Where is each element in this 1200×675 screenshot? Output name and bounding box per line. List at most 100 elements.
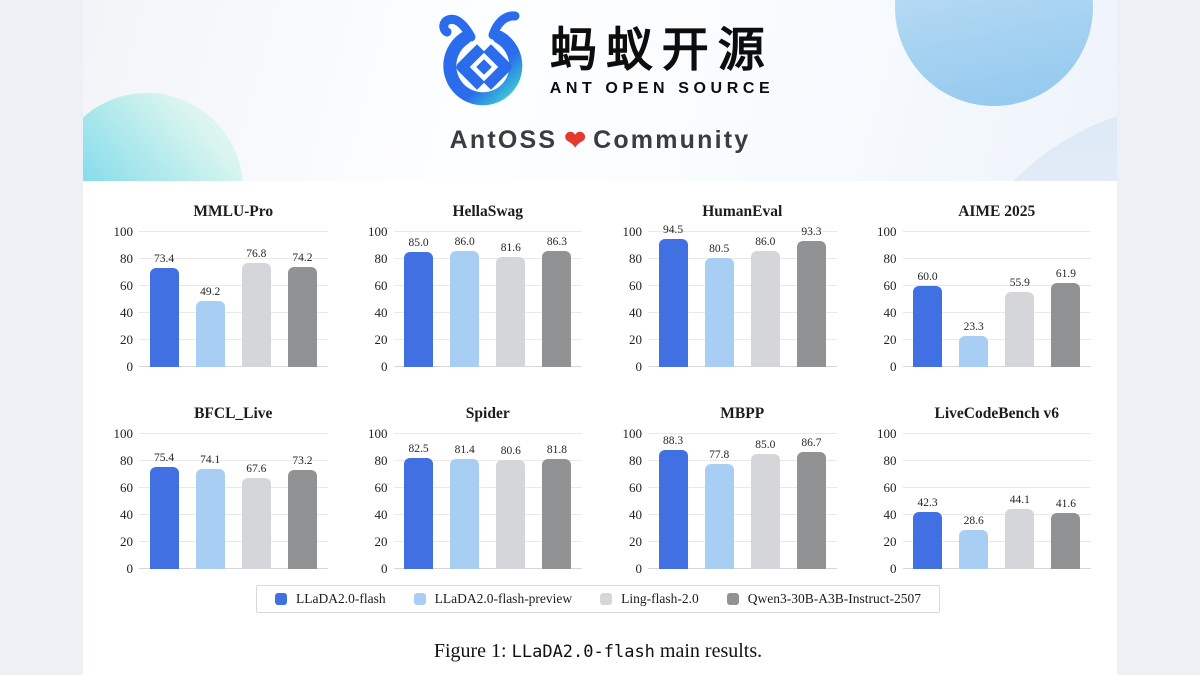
gridline-100 xyxy=(139,433,328,434)
y-axis-tick-label: 80 xyxy=(629,251,642,266)
y-axis-tick-label: 60 xyxy=(120,480,133,495)
bar-LLaDA2.0-flash-preview: 81.4 xyxy=(450,434,480,569)
y-axis-tick-label: 40 xyxy=(374,305,388,320)
bar-Ling-flash-2.0: 81.6 xyxy=(496,232,526,367)
bar-rect xyxy=(149,467,179,569)
gridline-0 xyxy=(902,366,1091,367)
gridline-100 xyxy=(648,231,837,232)
y-axis-tick-label: 20 xyxy=(120,534,133,549)
plot-area: 0 20 40 60 80 100 75.4 74.1 67.6 73.2 xyxy=(114,427,328,576)
gridline-0 xyxy=(139,568,328,569)
gridline-60 xyxy=(139,487,328,488)
brand-text: 蚂蚁开源 ANT OPEN SOURCE xyxy=(549,22,775,99)
legend-item-Qwen3-30B-A3B-Instruct-2507: Qwen3-30B-A3B-Instruct-2507 xyxy=(726,591,921,607)
subplot-AIME 2025: AIME 2025 0 20 40 60 80 100 60.0 23.3 55.9 61.9 xyxy=(869,203,1091,374)
gridline-40 xyxy=(393,312,582,313)
bar-value-label: 85.0 xyxy=(408,237,429,250)
bar-rect xyxy=(404,252,434,367)
y-axis-tick-label: 80 xyxy=(120,453,133,468)
bar-LLaDA2.0-flash: 75.4 xyxy=(149,434,179,569)
subplot-title: LiveCodeBench v6 xyxy=(934,405,1059,422)
bar-LLaDA2.0-flash: 85.0 xyxy=(404,232,434,367)
bar-Qwen3-30B-A3B-Instruct-2507: 74.2 xyxy=(287,232,317,367)
bar-LLaDA2.0-flash: 42.3 xyxy=(913,434,943,569)
bar-Ling-flash-2.0: 67.6 xyxy=(241,434,271,569)
gridline-40 xyxy=(139,514,328,515)
gridline-20 xyxy=(648,339,837,340)
bar-rect xyxy=(1051,512,1081,569)
plot-area: 0 20 40 60 80 100 88.3 77.8 85.0 86.7 xyxy=(623,427,837,576)
gridline-40 xyxy=(393,514,582,515)
decor-circle-left-cyan xyxy=(83,93,243,181)
y-axis-tick-label: 0 xyxy=(890,359,897,374)
legend-swatch xyxy=(600,593,613,605)
bar-rect xyxy=(796,241,826,367)
gridline-0 xyxy=(648,366,837,367)
gridline-40 xyxy=(648,514,837,515)
ant-open-source-logo: 蚂蚁开源 ANT OPEN SOURCE xyxy=(426,6,775,116)
y-axis-tick-label: 80 xyxy=(883,251,897,266)
gridline-20 xyxy=(902,339,1091,340)
bar-value-label: 93.3 xyxy=(801,226,822,239)
legend-item-Ling-flash-2.0: Ling-flash-2.0 xyxy=(600,591,699,607)
subplot-MMLU-Pro: MMLU-Pro 0 20 40 60 80 100 73.4 49.2 76.8 74.2 xyxy=(105,203,328,374)
bar-rect xyxy=(404,457,434,569)
bar-rect xyxy=(241,477,271,569)
bar-Qwen3-30B-A3B-Instruct-2507: 73.2 xyxy=(287,434,317,569)
bar-value-label: 76.8 xyxy=(246,248,267,261)
bar-rect xyxy=(450,250,480,367)
brand-name-chinese: 蚂蚁开源 xyxy=(549,22,774,76)
subplot-title: Spider xyxy=(465,405,510,422)
bar-value-label: 82.5 xyxy=(408,442,429,455)
bar-value-label: 85.0 xyxy=(755,439,776,452)
bar-LLaDA2.0-flash-preview: 80.5 xyxy=(704,232,734,367)
legend-swatch xyxy=(726,593,739,605)
bar-Ling-flash-2.0: 76.8 xyxy=(241,232,271,367)
y-axis-tick-label: 40 xyxy=(374,507,388,522)
y-axis-tick-label: 100 xyxy=(622,224,643,239)
y-axis-tick-label: 100 xyxy=(113,426,134,441)
subplot-title: MBPP xyxy=(720,405,765,422)
bar-Ling-flash-2.0: 85.0 xyxy=(750,434,780,569)
bar-rect xyxy=(149,267,179,367)
subplot-title: MMLU-Pro xyxy=(193,203,274,220)
gridline-20 xyxy=(902,541,1091,542)
legend-swatch xyxy=(274,593,287,605)
y-axis-tick-label: 20 xyxy=(374,332,388,347)
y-axis-tick-label: 20 xyxy=(883,534,897,549)
gridline-20 xyxy=(393,339,582,340)
bar-LLaDA2.0-flash-preview: 28.6 xyxy=(959,434,989,569)
bar-rect xyxy=(913,286,943,367)
decor-circle-top-right xyxy=(895,0,1093,106)
bar-rect xyxy=(959,335,989,367)
bar-LLaDA2.0-flash: 94.5 xyxy=(658,224,688,367)
bar-LLaDA2.0-flash-preview: 74.1 xyxy=(195,434,225,569)
bar-rect xyxy=(658,239,688,367)
bar-rect xyxy=(450,459,480,569)
gridline-60 xyxy=(902,285,1091,286)
gridline-40 xyxy=(902,514,1091,515)
y-axis-tick-label: 60 xyxy=(629,278,642,293)
plot-area: 0 20 40 60 80 100 85.0 86.0 81.6 86.3 xyxy=(368,225,582,374)
heart-icon: ❤ xyxy=(564,125,587,155)
header-banner: 蚂蚁开源 ANT OPEN SOURCE AntOSS ❤ Community xyxy=(83,0,1117,181)
y-axis-tick-label: 60 xyxy=(374,480,388,495)
bar-Qwen3-30B-A3B-Instruct-2507: 86.3 xyxy=(542,232,572,367)
plot-area: 0 20 40 60 80 100 60.0 23.3 55.9 61.9 xyxy=(877,225,1091,374)
bar-rect xyxy=(1005,291,1035,367)
bars-group: 73.4 49.2 76.8 74.2 xyxy=(139,232,328,367)
subplot-title: BFCL_Live xyxy=(194,405,273,422)
y-axis-tick-label: 0 xyxy=(126,561,134,576)
subplot-MBPP: MBPP 0 20 40 60 80 100 88.3 77.8 85.0 86.7 xyxy=(614,405,837,576)
legend-label: LLaDA2.0-flash-preview xyxy=(434,591,573,606)
subplot-title: HellaSwag xyxy=(452,203,524,220)
bar-rect xyxy=(496,256,526,367)
bar-value-label: 23.3 xyxy=(963,320,984,333)
bar-LLaDA2.0-flash: 88.3 xyxy=(658,434,688,569)
bar-rect xyxy=(496,460,526,569)
bar-value-label: 55.9 xyxy=(1009,276,1030,289)
gridline-20 xyxy=(139,339,328,340)
gridline-60 xyxy=(902,487,1091,488)
caption-model-name: LLaDA2.0-flash xyxy=(511,642,655,662)
bar-rect xyxy=(913,511,943,569)
